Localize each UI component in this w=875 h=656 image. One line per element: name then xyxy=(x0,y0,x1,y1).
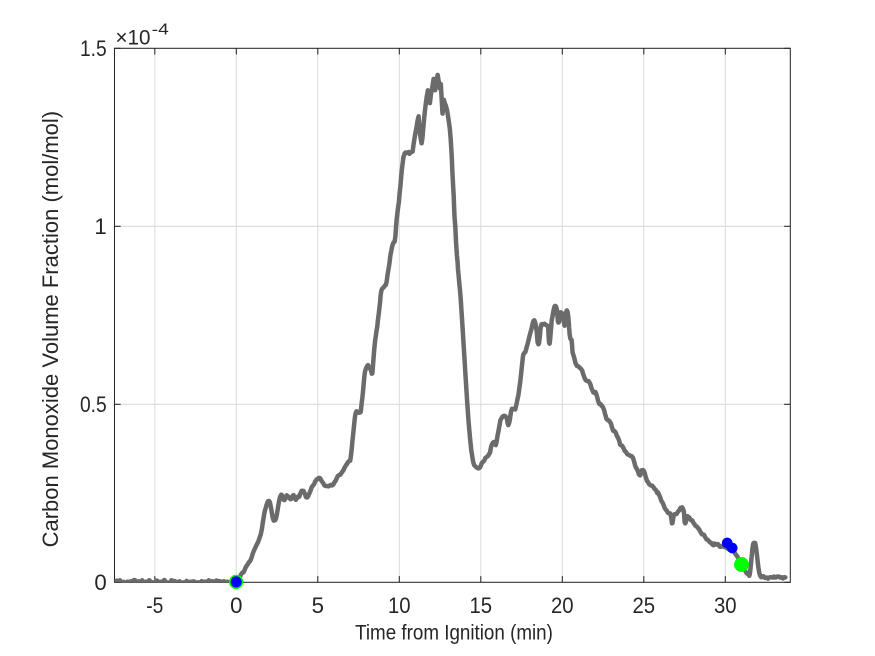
svg-text:1: 1 xyxy=(94,214,106,239)
svg-text:0: 0 xyxy=(94,570,106,595)
svg-text:×10: ×10 xyxy=(116,24,151,49)
svg-text:25: 25 xyxy=(633,593,656,618)
svg-text:20: 20 xyxy=(551,593,574,618)
svg-text:0: 0 xyxy=(230,593,242,618)
svg-text:30: 30 xyxy=(714,593,737,618)
svg-text:5: 5 xyxy=(312,593,324,618)
svg-text:10: 10 xyxy=(388,593,411,618)
svg-text:1.5: 1.5 xyxy=(80,36,107,61)
svg-text:Carbon Monoxide Volume Fractio: Carbon Monoxide Volume Fraction (mol/mol… xyxy=(38,111,63,548)
svg-text:15: 15 xyxy=(470,593,493,618)
svg-text:-4: -4 xyxy=(152,22,169,39)
svg-text:-5: -5 xyxy=(146,593,163,618)
svg-text:Time from Ignition (min): Time from Ignition (min) xyxy=(355,620,553,645)
svg-text:0.5: 0.5 xyxy=(80,392,107,417)
